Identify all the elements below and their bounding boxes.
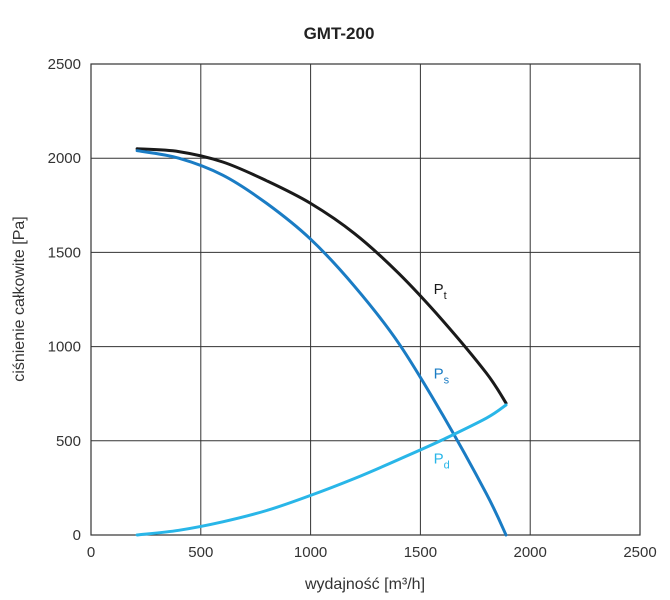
series-label-Pt: Pt <box>434 281 447 302</box>
series-line-Ps <box>135 149 508 537</box>
y-tick-label: 2000 <box>48 150 81 167</box>
x-tick-label: 1000 <box>294 544 327 561</box>
series-label-Ps: Ps <box>434 366 450 387</box>
y-tick-label: 1000 <box>48 339 81 356</box>
plot-frame <box>90 63 641 536</box>
x-tick-label: 2500 <box>623 544 656 561</box>
x-tick-label: 500 <box>188 544 213 561</box>
x-tick-labels: 0 500 1000 1500 2000 2500 <box>87 544 657 561</box>
series-labels: Pt Ps Pd <box>434 281 450 472</box>
series-line-Pt <box>135 147 508 405</box>
chart-title: GMT-200 <box>304 24 375 43</box>
series-line-Pd <box>135 403 508 537</box>
x-tick-label: 2000 <box>514 544 547 561</box>
y-tick-label: 500 <box>56 433 81 450</box>
y-tick-label: 2500 <box>48 56 81 73</box>
series <box>135 147 508 537</box>
x-tick-label: 0 <box>87 544 95 561</box>
y-tick-label: 0 <box>73 527 81 544</box>
x-tick-label: 1500 <box>404 544 437 561</box>
grid <box>91 64 640 535</box>
y-tick-labels: 0 500 1000 1500 2000 2500 <box>48 56 81 544</box>
y-tick-label: 1500 <box>48 244 81 261</box>
x-axis-label: wydajność [m³/h] <box>304 576 425 593</box>
series-label-Pd: Pd <box>434 450 450 471</box>
y-axis-label: ciśnienie całkowite [Pa] <box>11 216 28 381</box>
